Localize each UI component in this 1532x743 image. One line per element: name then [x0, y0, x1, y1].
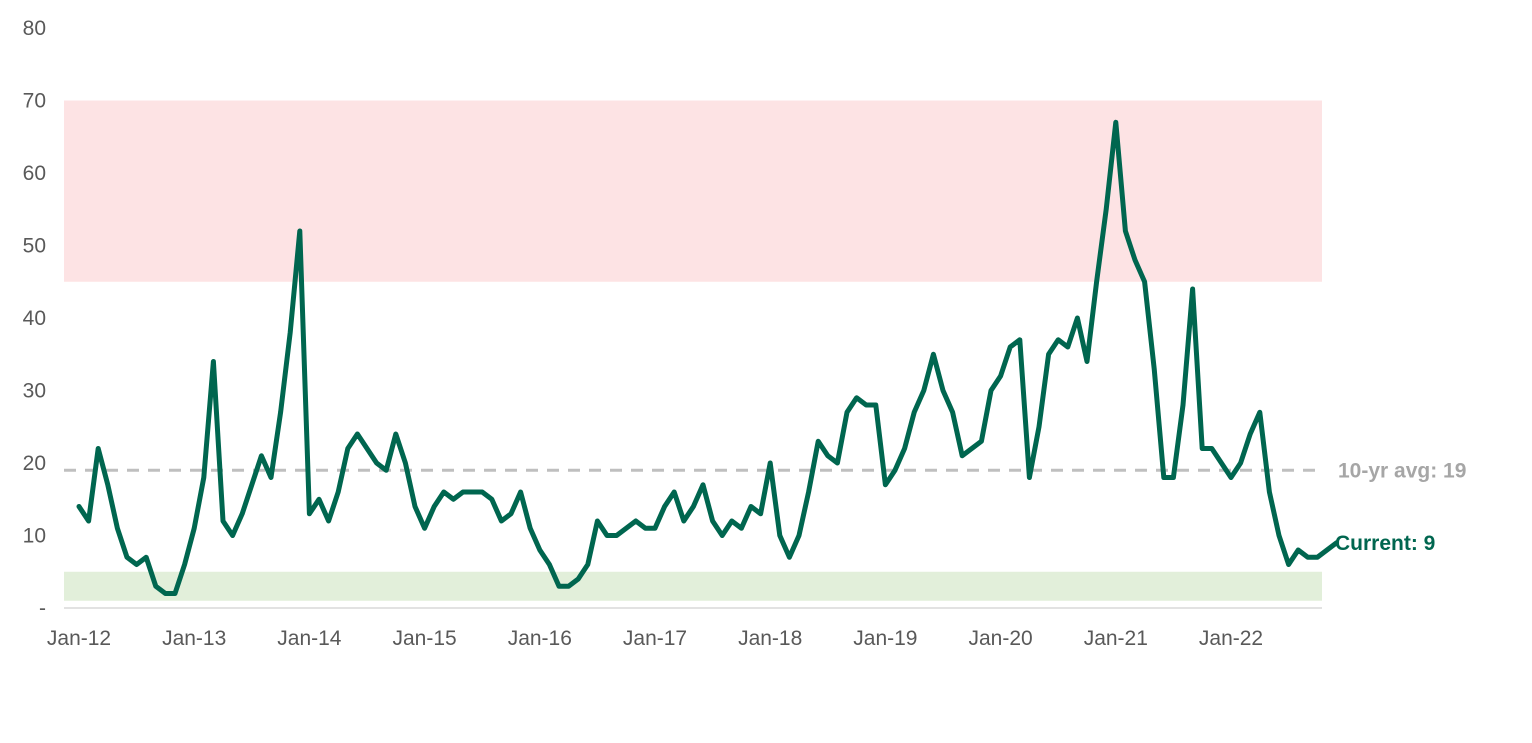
y-tick-label: 70 — [23, 90, 46, 113]
x-tick-label: Jan-16 — [508, 627, 572, 650]
x-tick-label: Jan-21 — [1084, 627, 1148, 650]
x-tick-label: Jan-13 — [162, 627, 226, 650]
x-axis: Jan-12 Jan-13 Jan-14 Jan-15 Jan-16 Jan-17 Jan-… — [47, 627, 1263, 650]
x-tick-label: Jan-20 — [968, 627, 1032, 650]
y-tick-label: 40 — [23, 307, 46, 330]
y-tick-label: 60 — [23, 162, 46, 185]
x-tick-label: Jan-15 — [392, 627, 456, 650]
y-tick-label: 20 — [23, 452, 46, 475]
x-tick-label: Jan-22 — [1199, 627, 1263, 650]
y-axis: - 10 20 30 40 50 60 70 80 — [23, 17, 46, 620]
y-tick-label: 50 — [23, 235, 46, 258]
series-line — [76, 119, 1340, 596]
shaded-band-high — [64, 100, 1322, 282]
y-tick-label: - — [39, 597, 46, 620]
y-tick-label: 80 — [23, 17, 46, 40]
current-value-label: Current: 9 — [1335, 532, 1435, 555]
x-tick-label: Jan-19 — [853, 627, 917, 650]
x-tick-label: Jan-14 — [277, 627, 342, 650]
y-tick-label: 30 — [23, 380, 46, 403]
y-tick-label: 10 — [23, 525, 46, 548]
x-tick-label: Jan-12 — [47, 627, 111, 650]
avg-reference-label: 10-yr avg: 19 — [1338, 459, 1466, 482]
shaded-band-low — [64, 571, 1322, 601]
x-tick-label: Jan-17 — [623, 627, 687, 650]
x-tick-label: Jan-18 — [738, 627, 802, 650]
bands-layer — [64, 100, 1322, 601]
